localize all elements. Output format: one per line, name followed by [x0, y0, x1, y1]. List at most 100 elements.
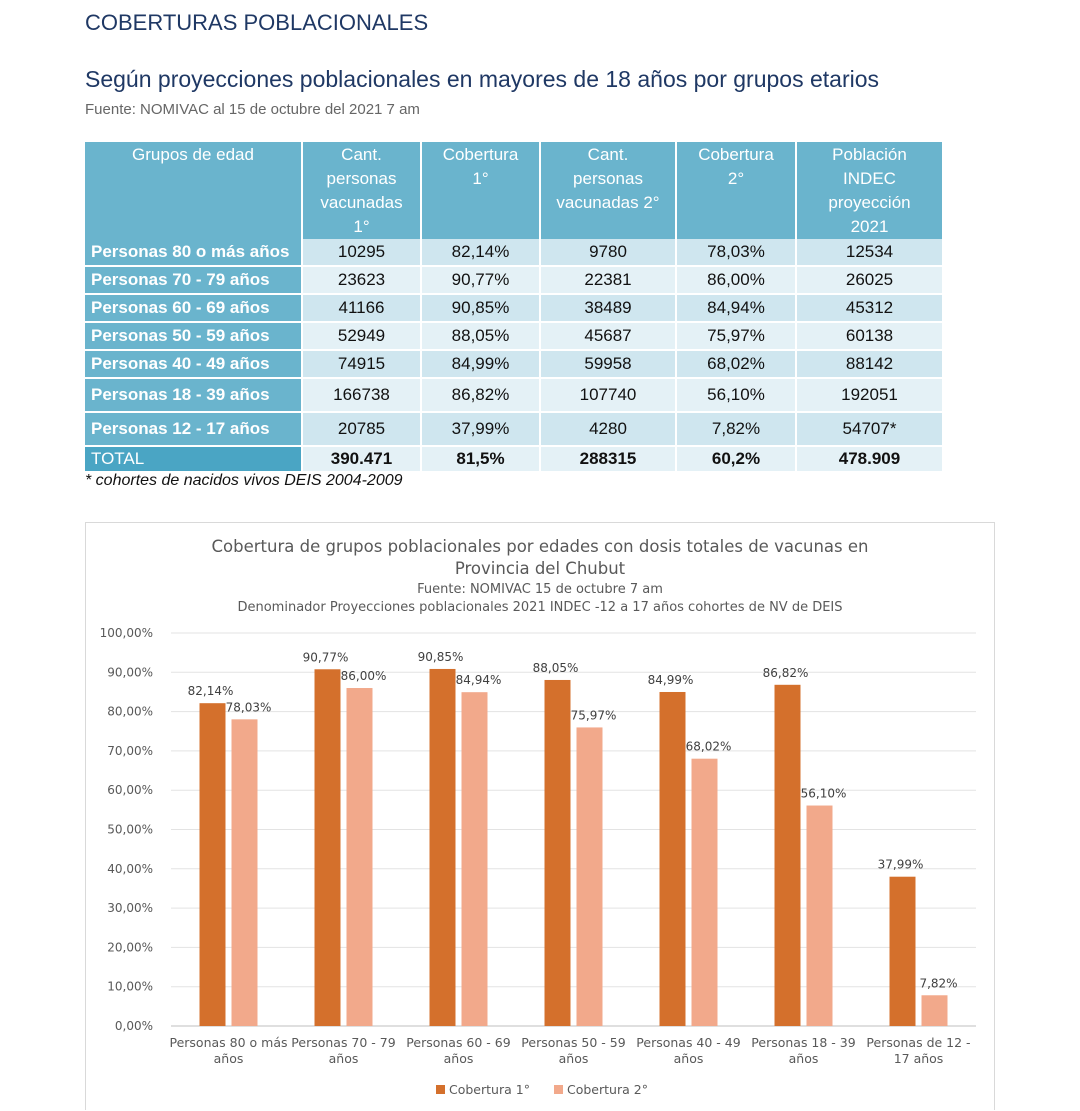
legend-swatch-cobertura-1	[436, 1085, 445, 1094]
table-cell: Personas 12 - 17 años	[85, 412, 303, 447]
bar-cobertura-2	[921, 995, 948, 1026]
table-cell: Personas 50 - 59 años	[85, 322, 303, 351]
table-cell: Personas 60 - 69 años	[85, 294, 303, 323]
table-cell: 59958	[540, 350, 677, 379]
data-label: 86,00%	[341, 669, 387, 683]
category-label: Personas 18 - 39	[751, 1035, 855, 1050]
table-cell: 288315	[540, 446, 677, 473]
chart-subtitle: Fuente: NOMIVAC 15 de octubre 7 am	[417, 582, 663, 597]
report-subtitle: Según proyecciones poblacionales en mayo…	[85, 66, 880, 92]
table-cell: 86,00%	[676, 266, 797, 295]
table-cell: 12534	[796, 239, 944, 267]
table-cell: 88142	[796, 350, 944, 379]
table-cell: 166738	[302, 378, 422, 413]
bar-cobertura-2	[691, 758, 718, 1026]
y-tick-label: 0,00%	[115, 1019, 153, 1033]
table-cell: 45687	[540, 322, 677, 351]
table-cell: Personas 70 - 79 años	[85, 266, 303, 295]
bar-cobertura-1	[889, 876, 916, 1026]
y-tick-label: 80,00%	[107, 705, 153, 719]
legend-swatch-cobertura-2	[554, 1085, 563, 1094]
bar-cobertura-1	[544, 679, 571, 1026]
y-tick-label: 40,00%	[107, 862, 153, 876]
table-header-cell: Grupos de edad	[85, 142, 303, 239]
category-label: Personas 80 o más	[170, 1035, 288, 1050]
category-label: años	[674, 1051, 704, 1066]
table-cell: 10295	[302, 239, 422, 267]
category-label: Personas 60 - 69	[406, 1035, 510, 1050]
coverage-chart: Cobertura de grupos poblacionales por ed…	[85, 522, 995, 1110]
y-tick-label: 60,00%	[107, 783, 153, 797]
data-label: 90,77%	[303, 650, 349, 664]
bar-cobertura-2	[576, 727, 603, 1026]
table-cell: 68,02%	[676, 350, 797, 379]
data-label: 37,99%	[878, 858, 924, 872]
table-header-cell: Cant. personas vacunadas 2°	[540, 142, 677, 239]
table-cell: 84,99%	[421, 350, 541, 379]
bar-cobertura-1	[774, 684, 801, 1026]
source-note: Fuente: NOMIVAC al 15 de octubre del 202…	[85, 101, 420, 118]
category-label: años	[214, 1051, 244, 1066]
table-cell: Personas 18 - 39 años	[85, 378, 303, 413]
table-cell: 81,5%	[421, 446, 541, 473]
table-cell: 56,10%	[676, 378, 797, 413]
bar-cobertura-2	[231, 719, 258, 1026]
table-cell: 37,99%	[421, 412, 541, 447]
table-row: Personas 40 - 49 años 74915 84,99% 59958…	[85, 350, 944, 379]
data-label: 84,94%	[456, 673, 502, 687]
table-cell: 82,14%	[421, 239, 541, 267]
table-header-cell: Población INDEC proyección 2021	[796, 142, 944, 239]
y-tick-label: 100,00%	[100, 626, 153, 640]
table-cell: 78,03%	[676, 239, 797, 267]
category-label: Personas 40 - 49	[636, 1035, 740, 1050]
table-cell: 107740	[540, 378, 677, 413]
chart-canvas: Cobertura de grupos poblacionales por ed…	[100, 537, 976, 1097]
chart-subtitle: Denominador Proyecciones poblacionales 2…	[237, 600, 842, 615]
legend-label: Cobertura 2°	[567, 1082, 648, 1097]
table-cell: 52949	[302, 322, 422, 351]
table-header-cell: Cobertura 1°	[421, 142, 541, 239]
bar-cobertura-2	[461, 692, 488, 1026]
table-cell: Personas 40 - 49 años	[85, 350, 303, 379]
table-total-row: TOTAL 390.471 81,5% 288315 60,2% 478.909	[85, 446, 944, 473]
table-cell: TOTAL	[85, 446, 303, 473]
table-header-cell: Cant. personas vacunadas 1°	[302, 142, 422, 239]
table-cell: 23623	[302, 266, 422, 295]
y-tick-label: 30,00%	[107, 901, 153, 915]
data-label: 86,82%	[763, 666, 809, 680]
table-cell: 22381	[540, 266, 677, 295]
table-cell: 41166	[302, 294, 422, 323]
table-header-cell: Cobertura 2°	[676, 142, 797, 239]
data-label: 75,97%	[571, 708, 617, 722]
table-row: Personas 80 o más años 10295 82,14% 9780…	[85, 239, 944, 267]
chart-title-line: Provincia del Chubut	[455, 559, 626, 578]
table-cell: 38489	[540, 294, 677, 323]
bar-cobertura-1	[199, 703, 226, 1026]
table-cell: 60,2%	[676, 446, 797, 473]
table-cell: 54707*	[796, 412, 944, 447]
data-label: 82,14%	[188, 684, 234, 698]
table-cell: 60138	[796, 322, 944, 351]
table-row: Personas 18 - 39 años 166738 86,82% 1077…	[85, 378, 944, 413]
bar-cobertura-1	[429, 668, 456, 1026]
table-cell: 45312	[796, 294, 944, 323]
y-tick-label: 10,00%	[107, 980, 153, 994]
legend-label: Cobertura 1°	[449, 1082, 530, 1097]
y-tick-label: 20,00%	[107, 940, 153, 954]
category-label: 17 años	[894, 1051, 944, 1066]
bar-cobertura-1	[314, 669, 341, 1026]
y-tick-label: 90,00%	[107, 665, 153, 679]
table-cell: 478.909	[796, 446, 944, 473]
data-label: 88,05%	[533, 661, 579, 675]
data-label: 84,99%	[648, 673, 694, 687]
bar-cobertura-2	[806, 805, 833, 1026]
bar-cobertura-2	[346, 688, 373, 1026]
table-cell: Personas 80 o más años	[85, 239, 303, 267]
section-title: COBERTURAS POBLACIONALES	[85, 10, 429, 35]
table-footnote: * cohortes de nacidos vivos DEIS 2004-20…	[85, 472, 403, 489]
table-cell: 86,82%	[421, 378, 541, 413]
category-label: años	[789, 1051, 819, 1066]
table-cell: 90,77%	[421, 266, 541, 295]
category-label: Personas 50 - 59	[521, 1035, 625, 1050]
table-cell: 75,97%	[676, 322, 797, 351]
